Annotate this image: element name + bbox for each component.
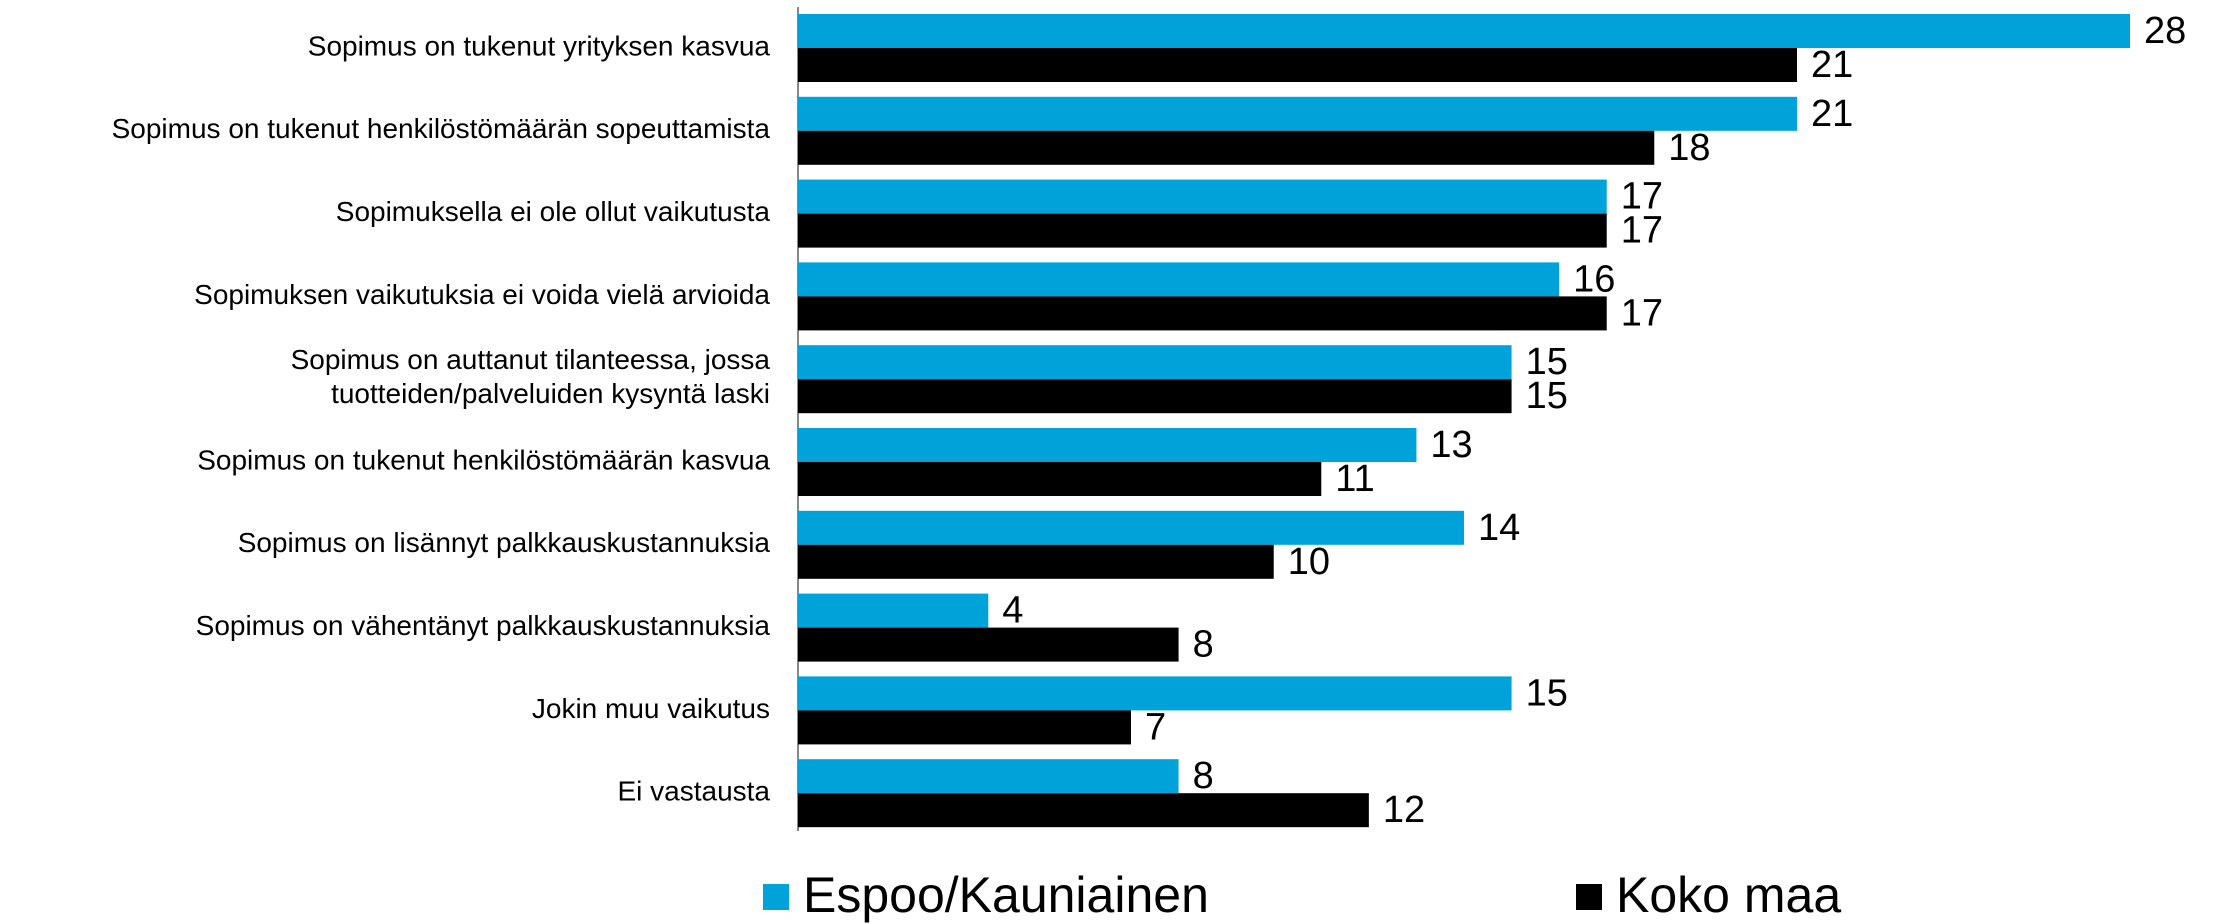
value-label: 15 — [1526, 375, 1568, 417]
bar — [798, 179, 1607, 214]
value-label: 16 — [1573, 258, 1615, 300]
bar — [798, 710, 1131, 745]
legend-label: Espoo/Kauniainen — [803, 867, 1209, 923]
bar — [798, 544, 1274, 579]
bar — [798, 14, 2130, 48]
value-label: 17 — [1621, 210, 1663, 252]
bar — [798, 676, 1512, 711]
value-label: 14 — [1478, 507, 1520, 549]
bar — [798, 428, 1417, 462]
category-label: Sopimuksen vaikutuksia ei voida vielä ar… — [194, 279, 770, 310]
category-label: Sopimus on tukenut henkilöstömäärän kasv… — [197, 444, 770, 475]
value-label: 11 — [1335, 458, 1374, 500]
legend-label: Koko maa — [1616, 867, 1841, 923]
category-label: Jokin muu vaikutus — [532, 693, 770, 724]
value-label: 21 — [1811, 44, 1853, 86]
category-label: Sopimus on vähentänyt palkkauskustannuks… — [196, 610, 771, 641]
category-label: Sopimus on tukenut henkilöstömäärän sope… — [112, 113, 771, 144]
value-label: 15 — [1526, 672, 1568, 714]
value-label: 18 — [1668, 127, 1710, 169]
category-label: Sopimus on tukenut yrityksen kasvua — [308, 30, 771, 61]
bar — [798, 130, 1655, 165]
bar — [798, 48, 1797, 82]
value-label: 12 — [1383, 789, 1425, 831]
bar — [798, 262, 1560, 297]
bar — [798, 96, 1797, 131]
bar — [798, 462, 1322, 496]
value-label: 10 — [1288, 541, 1330, 583]
legend-swatch — [1576, 884, 1602, 910]
bar — [798, 759, 1179, 794]
bar — [798, 296, 1607, 331]
value-label: 15 — [1526, 341, 1568, 383]
value-label: 13 — [1430, 424, 1472, 466]
category-label: Ei vastausta — [617, 776, 770, 807]
value-label: 28 — [2144, 10, 2186, 52]
bar — [798, 379, 1512, 414]
category-label: Sopimus on auttanut tilanteessa, jossa tu… — [291, 345, 771, 410]
bar — [798, 510, 1464, 545]
bar — [798, 345, 1512, 380]
value-label: 17 — [1621, 176, 1663, 218]
value-label: 17 — [1621, 292, 1663, 334]
value-label: 8 — [1193, 624, 1214, 666]
category-label: Sopimuksella ei ole ollut vaikutusta — [336, 196, 771, 227]
legend-swatch — [763, 884, 789, 910]
bar — [798, 213, 1607, 248]
value-label: 8 — [1193, 755, 1214, 797]
bar — [798, 793, 1369, 828]
bar — [798, 593, 989, 628]
category-label: Sopimus on lisännyt palkkauskustannuksia — [238, 527, 771, 558]
value-label: 4 — [1002, 590, 1023, 632]
value-label: 21 — [1811, 93, 1853, 135]
bar — [798, 627, 1179, 662]
value-label: 7 — [1145, 706, 1166, 748]
